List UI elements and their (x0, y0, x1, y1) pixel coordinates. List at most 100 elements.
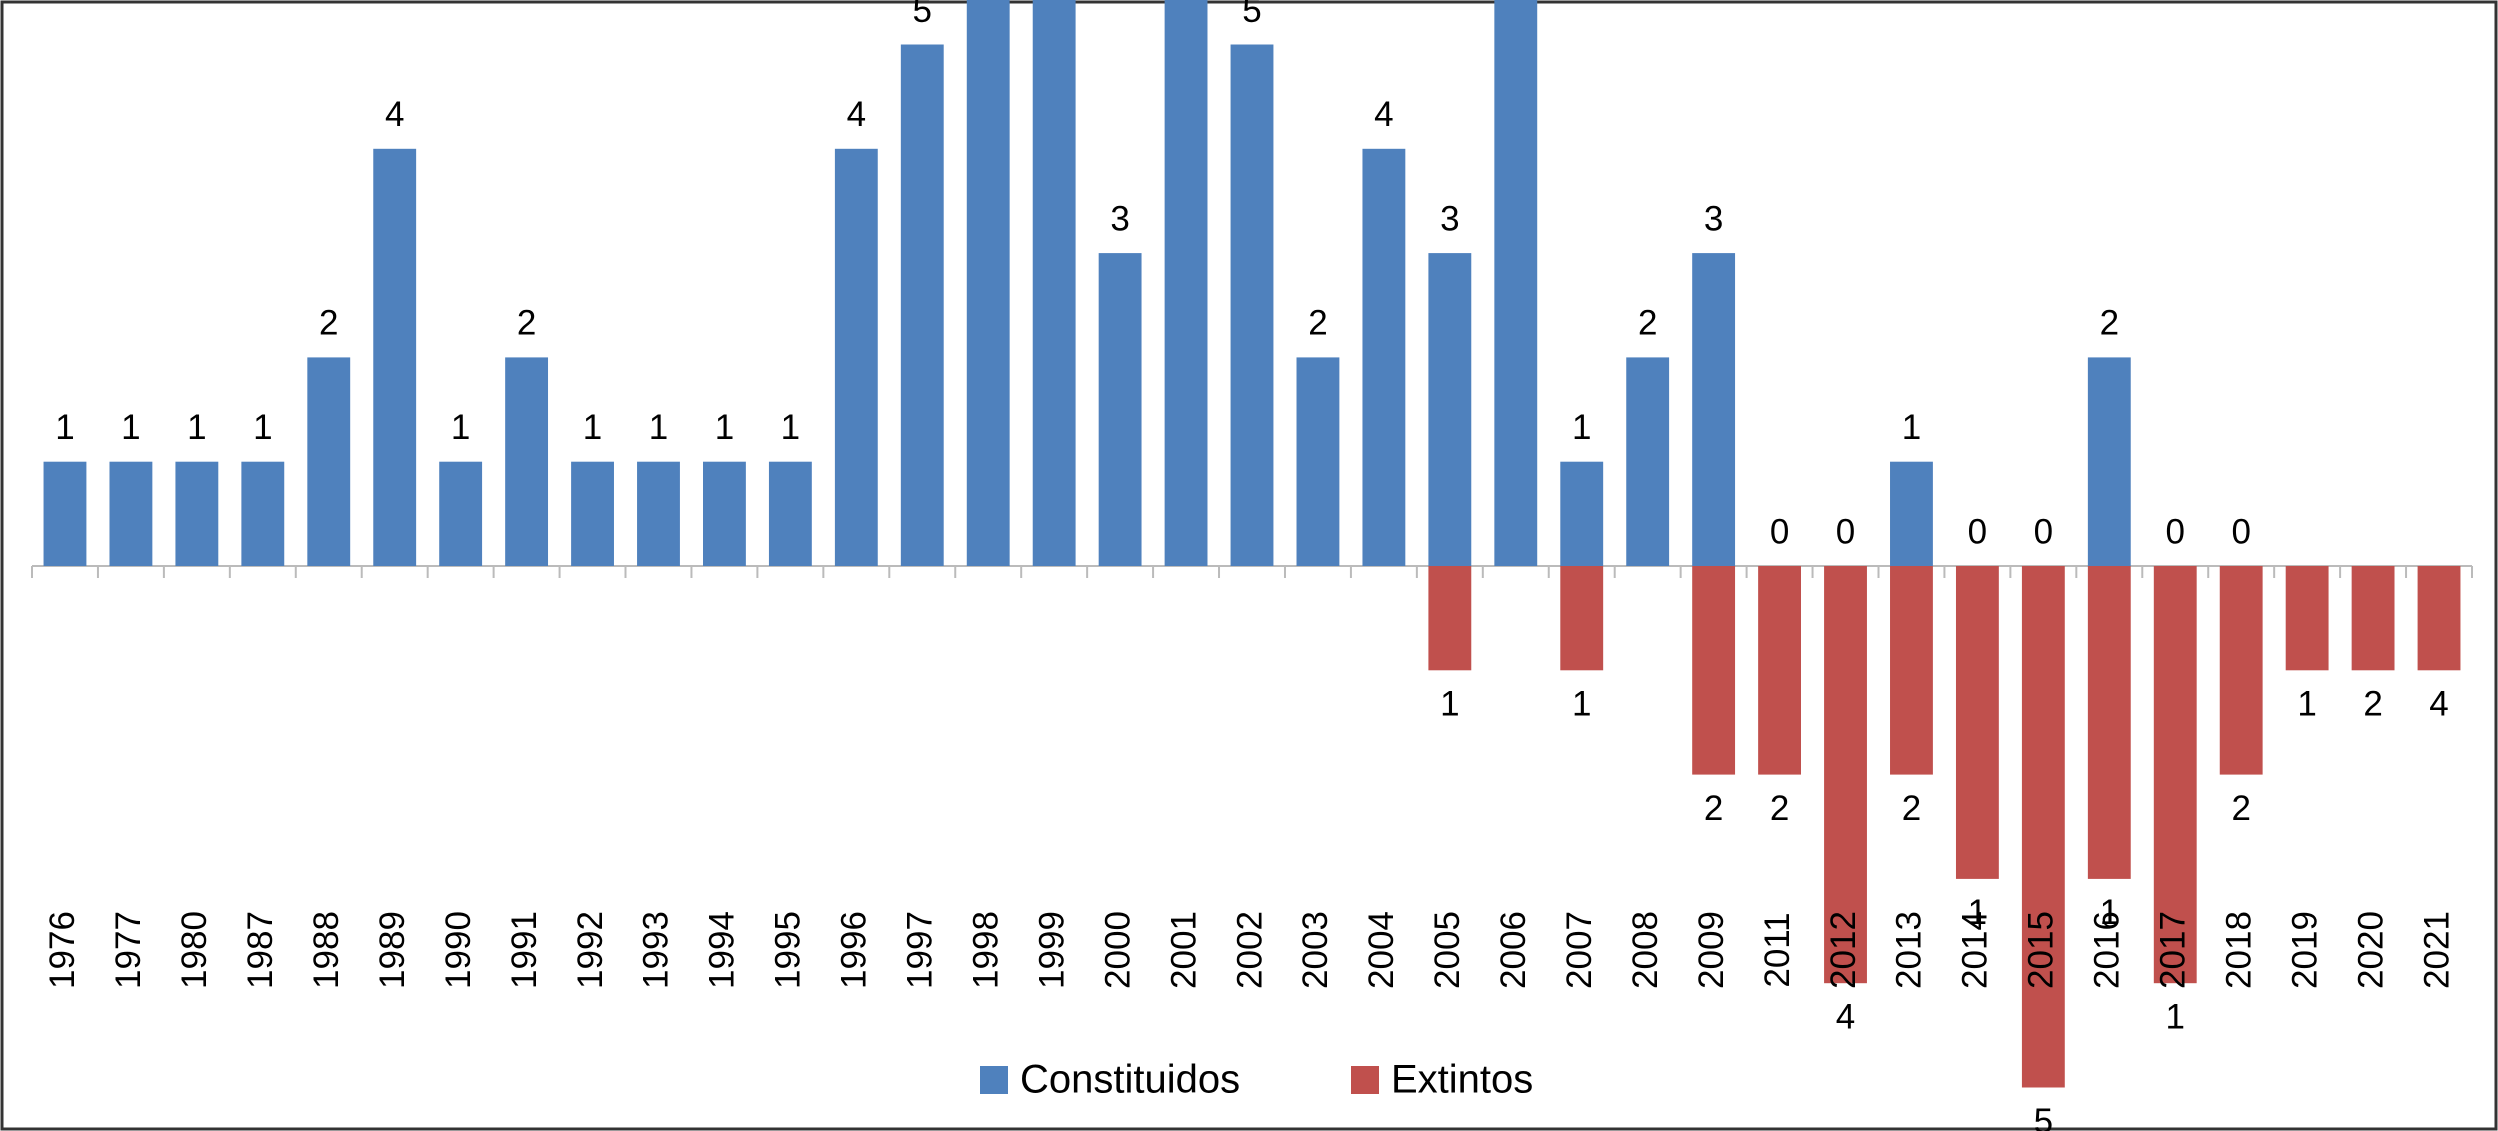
bar (2219, 566, 2263, 775)
bar (703, 461, 746, 566)
data-label: 1 (1572, 408, 1591, 447)
x-tick-label: 1992 (571, 911, 610, 989)
bar (241, 461, 285, 566)
bar (43, 461, 87, 566)
x-tick-label: 1989 (373, 911, 412, 989)
x-tick-label: 1980 (175, 911, 214, 989)
bar (1758, 566, 1801, 775)
data-label: 4 (1836, 997, 1855, 1036)
data-label: 2 (1308, 304, 1327, 343)
data-label: 1 (55, 408, 74, 447)
bar (505, 357, 549, 566)
data-label: 1 (1572, 685, 1591, 724)
bar (1230, 44, 1274, 566)
x-tick-label: 2002 (1230, 911, 1269, 989)
bar (1824, 566, 1867, 984)
data-label: 1 (253, 408, 272, 447)
bar (1428, 566, 1472, 671)
data-label: 2 (2100, 304, 2119, 343)
x-tick-label: 2004 (1362, 911, 1401, 989)
bar (1032, 0, 1076, 566)
x-tick-label: 1995 (769, 911, 808, 989)
bar (2021, 566, 2065, 1088)
x-tick-label: 1997 (901, 911, 940, 989)
x-tick-label: 2015 (2022, 911, 2061, 989)
x-tick-label: 1988 (307, 911, 346, 989)
bar (2285, 566, 2329, 671)
data-label: 0 (1770, 512, 1789, 551)
data-label: 3 (1440, 199, 1459, 238)
x-tick-label: 2014 (1956, 911, 1995, 989)
x-tick-label: 1993 (637, 911, 676, 989)
x-tick-label: 2005 (1428, 911, 1467, 989)
x-tick-label: 1991 (505, 911, 544, 989)
x-tick-label: 2021 (2417, 911, 2456, 989)
bar (2087, 357, 2131, 566)
x-tick-label: 2008 (1626, 911, 1665, 989)
x-tick-label: 1990 (439, 911, 478, 989)
legend-label: Extintos (1391, 1058, 1533, 1102)
data-label: 0 (2231, 512, 2250, 551)
data-label: 1 (649, 408, 668, 447)
data-label: 4 (847, 95, 866, 134)
bar (1428, 253, 1472, 566)
bar (373, 148, 417, 567)
legend-swatch (980, 1066, 1008, 1094)
bar (439, 461, 483, 566)
data-label: 2 (1770, 789, 1789, 828)
bar (1164, 0, 1208, 566)
x-tick-label: 1987 (241, 911, 280, 989)
x-tick-label: 2011 (1758, 912, 1797, 987)
data-label: 0 (1968, 512, 1987, 551)
bar (1296, 357, 1340, 566)
bar (109, 461, 153, 566)
data-label: 1 (2100, 893, 2119, 932)
data-label: 1 (1440, 685, 1459, 724)
x-tick-label: 2001 (1164, 911, 1203, 989)
x-tick-label: 2000 (1098, 911, 1137, 989)
data-label: 2 (1704, 789, 1723, 828)
data-label: 4 (1374, 95, 1393, 134)
data-label: 1 (121, 408, 140, 447)
data-label: 2 (1902, 789, 1921, 828)
data-label: 2 (2363, 685, 2382, 724)
legend-label: Constituidos (1020, 1058, 1240, 1102)
x-tick-label: 2020 (2351, 911, 2390, 989)
x-tick-label: 1996 (835, 911, 874, 989)
data-label: 5 (913, 0, 932, 30)
bar (1955, 566, 1999, 879)
data-label: 1 (187, 408, 206, 447)
bar (966, 0, 1010, 566)
data-label: 3 (1110, 199, 1129, 238)
bar (1890, 461, 1933, 566)
data-label: 1 (1968, 893, 1987, 932)
data-label: 1 (1902, 408, 1921, 447)
bar (1692, 566, 1736, 775)
bar (768, 461, 812, 566)
data-label: 5 (1242, 0, 1261, 30)
bar (307, 357, 351, 566)
data-label: 2 (1638, 304, 1657, 343)
x-tick-label: 2013 (1890, 911, 1929, 989)
bar (900, 44, 944, 566)
data-label: 2 (2231, 789, 2250, 828)
x-tick-label: 2016 (2088, 911, 2127, 989)
data-label: 0 (2034, 512, 2053, 551)
data-label: 0 (1836, 512, 1855, 551)
bar (1494, 0, 1538, 566)
x-tick-label: 1999 (1032, 911, 1071, 989)
bar (1692, 253, 1736, 566)
bar (2087, 566, 2131, 879)
x-tick-label: 2017 (2153, 911, 2192, 989)
x-tick-label: 2018 (2219, 911, 2258, 989)
data-label: 1 (451, 408, 470, 447)
legend-swatch (1351, 1066, 1379, 1094)
x-tick-label: 2007 (1560, 911, 1599, 989)
data-label: 4 (2429, 685, 2448, 724)
bar (175, 461, 219, 566)
data-label: 2 (517, 304, 536, 343)
data-label: 5 (2034, 1102, 2053, 1131)
x-tick-label: 2003 (1296, 911, 1335, 989)
